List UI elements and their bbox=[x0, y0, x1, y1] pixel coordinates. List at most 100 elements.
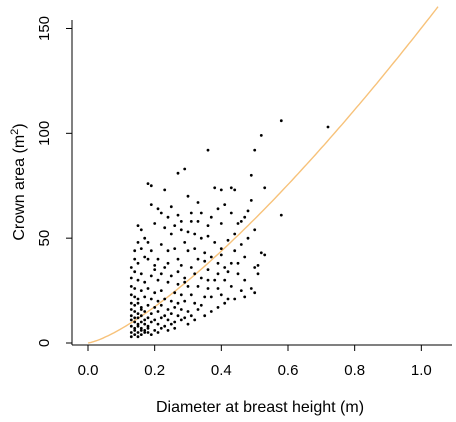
data-point bbox=[183, 276, 187, 280]
data-point bbox=[226, 238, 230, 242]
x-tick-label: 0.8 bbox=[344, 362, 365, 379]
data-point bbox=[189, 293, 193, 297]
data-point bbox=[189, 266, 193, 269]
data-point bbox=[169, 274, 173, 278]
data-point bbox=[156, 331, 160, 334]
data-point bbox=[219, 222, 223, 225]
data-point bbox=[136, 278, 140, 282]
data-point bbox=[133, 310, 137, 313]
data-point bbox=[213, 186, 217, 190]
data-point bbox=[206, 224, 210, 228]
data-point bbox=[199, 276, 203, 280]
data-point bbox=[149, 184, 153, 188]
data-point bbox=[209, 255, 213, 259]
data-point bbox=[163, 226, 167, 230]
data-point bbox=[256, 272, 260, 276]
data-point bbox=[176, 282, 180, 286]
data-point bbox=[146, 326, 150, 330]
data-point bbox=[143, 310, 147, 313]
data-point bbox=[219, 253, 223, 257]
data-point bbox=[133, 287, 137, 290]
data-point bbox=[243, 255, 247, 259]
data-point bbox=[189, 220, 193, 223]
data-point bbox=[176, 257, 180, 261]
data-point bbox=[139, 247, 143, 251]
data-point bbox=[169, 299, 173, 303]
data-point bbox=[136, 297, 140, 301]
data-point bbox=[173, 326, 177, 330]
data-point bbox=[166, 329, 170, 332]
data-point bbox=[149, 249, 153, 253]
data-point bbox=[156, 257, 160, 261]
data-point bbox=[233, 249, 237, 253]
x-tick-label: 0.6 bbox=[278, 362, 299, 379]
data-point bbox=[196, 257, 200, 261]
data-point bbox=[146, 287, 150, 290]
data-point bbox=[159, 211, 163, 215]
data-point bbox=[199, 303, 203, 307]
data-point bbox=[199, 211, 203, 215]
data-point bbox=[169, 322, 173, 326]
data-point bbox=[129, 335, 133, 339]
data-point bbox=[136, 224, 140, 228]
data-point bbox=[153, 222, 157, 225]
data-point bbox=[146, 316, 150, 320]
axis-lines bbox=[71, 20, 452, 346]
data-point bbox=[159, 326, 163, 330]
data-point bbox=[143, 322, 147, 326]
data-point bbox=[163, 314, 167, 318]
data-point bbox=[203, 295, 207, 299]
data-point bbox=[249, 173, 253, 177]
data-point bbox=[129, 276, 133, 280]
data-point bbox=[206, 234, 210, 238]
data-point bbox=[156, 310, 160, 313]
data-point bbox=[159, 303, 163, 307]
data-point bbox=[253, 266, 257, 269]
data-point bbox=[143, 236, 147, 240]
data-point bbox=[153, 264, 157, 267]
data-point bbox=[193, 318, 197, 322]
data-point bbox=[146, 331, 150, 334]
data-point bbox=[169, 312, 173, 315]
data-point bbox=[136, 335, 140, 339]
data-point bbox=[236, 261, 240, 265]
data-point bbox=[243, 295, 247, 299]
fit-curve bbox=[87, 6, 439, 344]
data-point bbox=[199, 236, 203, 240]
data-point bbox=[179, 228, 183, 232]
data-point bbox=[259, 134, 263, 137]
data-point bbox=[169, 232, 173, 236]
data-point bbox=[173, 291, 177, 295]
data-point bbox=[173, 320, 177, 324]
data-point bbox=[166, 280, 170, 284]
data-point bbox=[239, 243, 243, 246]
data-point bbox=[136, 331, 140, 334]
data-point bbox=[166, 249, 170, 253]
data-point bbox=[326, 125, 330, 129]
data-point bbox=[149, 297, 153, 301]
data-point bbox=[139, 320, 143, 324]
data-point bbox=[196, 201, 200, 204]
data-point bbox=[143, 331, 147, 334]
data-point bbox=[243, 278, 247, 282]
data-point bbox=[173, 224, 177, 228]
data-point bbox=[206, 287, 210, 290]
data-point bbox=[253, 148, 257, 152]
data-point bbox=[176, 171, 180, 175]
data-point bbox=[203, 314, 207, 318]
data-point bbox=[219, 293, 223, 297]
data-point bbox=[146, 241, 150, 244]
data-point bbox=[193, 301, 197, 305]
data-point bbox=[183, 316, 187, 320]
data-point bbox=[153, 318, 157, 322]
data-point bbox=[146, 303, 150, 307]
data-point bbox=[186, 230, 190, 234]
data-point bbox=[149, 333, 153, 336]
data-point bbox=[153, 329, 157, 332]
data-point bbox=[149, 320, 153, 324]
data-point bbox=[196, 308, 200, 311]
data-point bbox=[143, 318, 147, 322]
data-point bbox=[206, 268, 210, 271]
data-point bbox=[129, 308, 133, 311]
